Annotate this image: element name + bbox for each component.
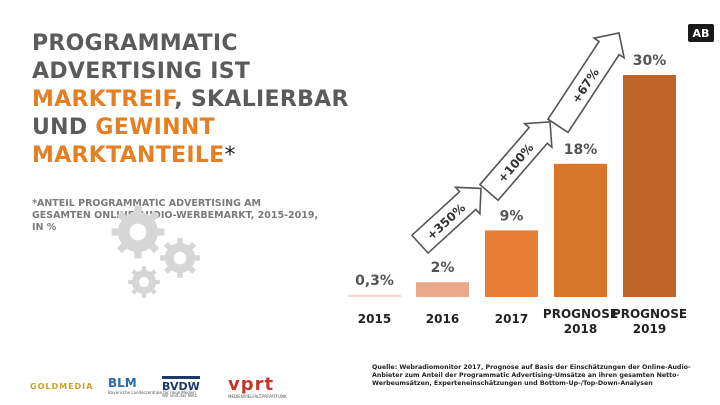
bar-2019: [623, 75, 676, 297]
growth-arrow-shape-1: [410, 186, 482, 255]
bar-2017: [485, 230, 538, 297]
bar-2016: [416, 282, 469, 297]
vprt-logo-text: vprt: [228, 374, 275, 395]
value-label-2018: 18%: [564, 142, 598, 158]
category-label-2016: 2016: [426, 312, 459, 326]
headline-line-5: MARKTANTEILE*: [32, 142, 349, 170]
growth-arrow-shape-3: [546, 32, 626, 134]
vprt-logo: vprt MEDIENVIELFALT.PRIVATFUNK: [228, 374, 287, 400]
headline-line-4: UND GEWINNT: [32, 114, 349, 142]
category-label-2018: PROGNOSE 2018: [543, 307, 618, 336]
category-label-2015: 2015: [358, 312, 391, 326]
footnote-note: *ANTEIL PROGRAMMATIC ADVERTISING AM GESA…: [32, 198, 319, 233]
value-label-2017: 9%: [500, 208, 524, 224]
blm-logo-subtext: Bayerische Landeszentrale für neue Medie…: [108, 390, 196, 395]
category-label-2017: 2017: [495, 312, 528, 326]
headline-line-2: ADVERTISING IST: [32, 59, 251, 84]
gear-small-icon: [128, 266, 160, 298]
goldmedia-logo: GOLDMEDIA: [30, 382, 94, 391]
value-label-2019: 30%: [633, 53, 667, 69]
headline-highlight-gewinnt: GEWINNT: [95, 115, 215, 140]
bar-2018: [554, 163, 607, 297]
headline-highlight-marktreif: MARKTREIF: [32, 87, 175, 112]
growth-arrow-1: +350%: [410, 186, 482, 255]
bvdw-logo-text: BVDW: [162, 380, 200, 393]
ab-badge: AB: [688, 24, 714, 42]
bvdw-logo: BVDW Wir sind das Netz: [162, 376, 200, 398]
vprt-logo-subtext: MEDIENVIELFALT.PRIVATFUNK: [228, 394, 287, 399]
blm-logo-text: BLM: [108, 376, 137, 390]
blm-logo: BLM Bayerische Landeszentrale für neue Me…: [108, 376, 196, 395]
headline-highlight-marktanteile: MARKTANTEILE: [32, 143, 225, 168]
headline-line-1: PROGRAMMATIC: [32, 31, 238, 56]
category-label-2019: PROGNOSE 2019: [612, 307, 687, 336]
gear-large-icon: [111, 205, 165, 259]
headline-line-4-a: UND: [32, 115, 96, 140]
bar-2015: [348, 294, 401, 297]
growth-arrow-3: +67%: [546, 32, 626, 134]
gear-medium-icon: [160, 238, 200, 278]
source-note: Quelle: Webradiomonitor 2017, Prognose a…: [372, 364, 691, 387]
growth-arrow-2: +100%: [478, 120, 553, 202]
value-label-2016: 2%: [431, 260, 455, 276]
value-label-2015: 0,3%: [355, 273, 394, 289]
headline-line-3-rest: , SKALIERBAR: [174, 87, 349, 112]
bvdw-logo-subtext: Wir sind das Netz: [162, 393, 197, 398]
gears-illustration-icon: [111, 205, 200, 298]
headline: PROGRAMMATIC ADVERTISING IST MARKTREIF, …: [32, 30, 349, 170]
growth-arrow-shape-2: [478, 120, 553, 202]
headline-line-3: MARKTREIF, SKALIERBAR: [32, 86, 349, 114]
headline-asterisk: *: [224, 143, 236, 168]
